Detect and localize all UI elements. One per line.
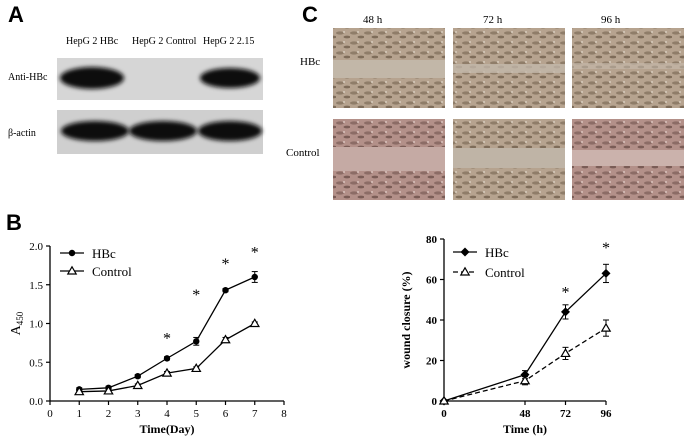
x-tick-label: 4	[164, 408, 170, 420]
data-point	[251, 273, 258, 281]
image-hbc-72h	[453, 28, 565, 108]
y-tick-label: 60	[426, 275, 438, 287]
data-point	[222, 286, 229, 294]
significance-star: *	[192, 287, 200, 304]
x-tick-label: 72	[560, 408, 572, 420]
band-actin-215	[198, 121, 262, 141]
lane-label-hbc: HepG 2 HBc	[66, 36, 119, 47]
x-tick-label: 5	[194, 408, 200, 420]
data-point	[103, 385, 114, 395]
legend-label: HBc	[485, 245, 509, 260]
data-point	[74, 386, 85, 396]
legend-marker	[460, 247, 470, 257]
legend-label: Control	[92, 264, 132, 279]
x-tick-label: 2	[106, 408, 112, 420]
x-axis-label: Time (h)	[503, 422, 547, 436]
x-tick-label: 0	[47, 408, 53, 420]
data-point	[438, 395, 450, 405]
x-tick-label: 48	[520, 408, 532, 420]
series-line	[443, 327, 607, 402]
x-tick-label: 0	[441, 408, 447, 420]
data-point	[161, 367, 173, 377]
image-hbc-96h	[572, 28, 684, 108]
row-label-control: Control	[286, 147, 320, 159]
image-control-96h	[572, 119, 684, 200]
wound-images	[333, 28, 684, 200]
data-point	[560, 348, 571, 358]
legend-label: HBc	[92, 246, 116, 261]
lane-label-215: HepG 2 2.15	[203, 36, 255, 47]
y-tick-label: 0.5	[29, 357, 43, 369]
series-line	[443, 272, 607, 402]
x-tick-label: 7	[252, 408, 258, 420]
x-tick-label: 1	[77, 408, 83, 420]
data-point	[191, 363, 202, 373]
legend-label: Control	[485, 265, 525, 280]
x-tick-label: 6	[223, 408, 229, 420]
data-point	[600, 322, 612, 332]
data-point	[163, 355, 171, 362]
y-tick-label: 1.0	[29, 319, 43, 331]
significance-star: *	[163, 330, 171, 347]
series-control	[438, 319, 612, 405]
image-hbc-48h	[333, 28, 445, 108]
image-control-72h	[453, 119, 565, 200]
band-actin-control	[129, 121, 197, 141]
y-tick-label: 0.0	[29, 396, 43, 408]
significance-star: *	[251, 244, 259, 261]
data-point	[193, 338, 200, 345]
y-tick-label: 1.5	[29, 280, 43, 292]
y-axis-label: A450	[9, 311, 25, 335]
y-tick-label: 20	[426, 356, 438, 368]
timepoint-96h: 96 h	[601, 14, 621, 26]
significance-star: *	[222, 256, 230, 273]
significance-star: *	[562, 285, 570, 302]
row-label-beta-actin: β-actin	[8, 128, 36, 139]
x-tick-label: 3	[135, 408, 141, 420]
x-tick-label: 96	[601, 408, 613, 420]
panel-a-letter: A	[8, 2, 24, 27]
series-control	[74, 318, 260, 396]
x-tick-label: 8	[281, 408, 287, 420]
y-tick-label: 0	[432, 396, 438, 408]
panel-c-letter: C	[302, 2, 318, 27]
legend-marker	[66, 265, 78, 275]
row-label-hbc: HBc	[300, 56, 321, 68]
y-tick-label: 80	[426, 234, 438, 246]
western-blot	[57, 58, 263, 154]
data-point	[519, 375, 531, 385]
legend-marker	[68, 249, 76, 257]
proliferation-chart: 0 1 2 3 4 5 6 7 8 0.0 0.5 1.0 1.5 2.0 Time(Day) A450 * * *…	[9, 241, 287, 436]
legend-marker	[459, 266, 471, 276]
x-axis-label: Time(Day)	[139, 422, 194, 436]
band-actin-hbc	[61, 121, 129, 141]
y-tick-label: 2.0	[29, 241, 43, 253]
wound-closure-chart: 0 48 72 96 0 20 40 60 80 Time (h) wound closure (%…	[399, 234, 613, 436]
significance-star: *	[602, 240, 610, 257]
row-label-anti-hbc: Anti-HBc	[8, 72, 48, 83]
y-tick-label: 40	[426, 315, 438, 327]
timepoint-72h: 72 h	[483, 14, 503, 26]
data-point	[601, 268, 611, 278]
band-hbc-215	[200, 68, 260, 88]
timepoint-48h: 48 h	[363, 14, 383, 26]
panel-b-letter: B	[6, 210, 22, 235]
band-hbc-hbc	[60, 67, 124, 89]
image-control-48h	[333, 119, 445, 200]
data-point	[220, 334, 231, 344]
data-point	[561, 307, 570, 317]
lane-label-control: HepG 2 Control	[132, 36, 197, 47]
data-point	[132, 380, 143, 390]
data-point	[134, 373, 141, 380]
data-point	[249, 318, 260, 328]
y-axis-label: wound closure (%)	[399, 271, 413, 368]
